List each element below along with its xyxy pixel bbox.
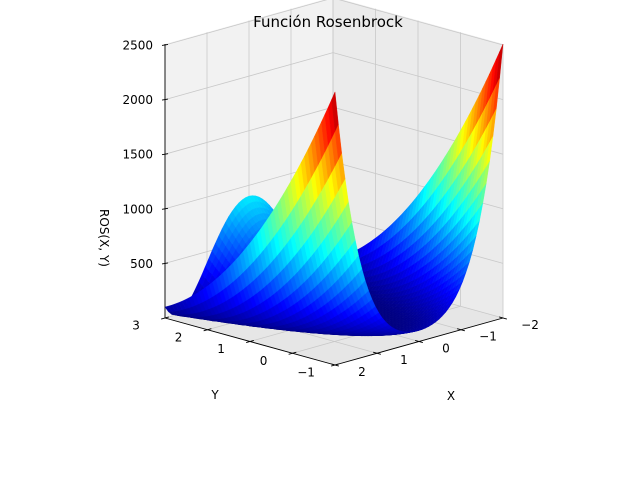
- rosenbrock-surface: [164, 43, 504, 337]
- x-tick-label: 2: [358, 365, 366, 379]
- y-tick: [331, 363, 339, 367]
- y-tick-label: −1: [297, 366, 315, 380]
- y-tick-label: 2: [175, 330, 183, 344]
- z-axis-label: ROS(X, Y): [97, 209, 111, 267]
- x-tick: [457, 328, 465, 332]
- z-tick: [161, 262, 169, 265]
- z-tick-label: 1500: [122, 148, 153, 162]
- z-tick: [161, 207, 169, 210]
- y-tick-label: 3: [132, 319, 140, 333]
- y-tick-label: 0: [260, 354, 268, 368]
- z-tick: [161, 153, 169, 156]
- y-tick-label: 1: [217, 342, 225, 356]
- y-tick: [203, 328, 212, 332]
- grid-line: [164, 106, 334, 155]
- z-tick-label: 1000: [122, 202, 153, 216]
- chart-title: Función Rosenbrock: [253, 13, 403, 31]
- x-axis-label: X: [447, 389, 455, 403]
- y-tick: [161, 316, 169, 320]
- z-tick-label: 2500: [122, 39, 153, 53]
- x-tick-label: −1: [479, 330, 497, 344]
- y-axis-label: Y: [210, 388, 219, 402]
- grid-line: [164, 52, 334, 100]
- grid-line: [332, 52, 504, 100]
- y-tick: [246, 339, 254, 344]
- x-tick-label: −2: [521, 318, 539, 332]
- x-tick: [415, 340, 423, 343]
- x-tick-label: 1: [400, 353, 408, 367]
- z-tick: [161, 44, 169, 46]
- surface-facet: [331, 91, 339, 133]
- y-tick: [288, 351, 297, 355]
- z-tick-label: 2000: [122, 93, 153, 107]
- z-tick-label: 500: [130, 257, 153, 271]
- x-tick: [499, 316, 507, 320]
- z-tick: [161, 98, 169, 101]
- x-tick: [373, 351, 381, 355]
- grid-line: [164, 0, 328, 46]
- axis-ticks: −2 −1 0 1 2 −1 0 1 2 3 500 1000 1500 2000 2500: [122, 39, 538, 380]
- grid-line: [338, 0, 504, 46]
- x-tick-label: 0: [442, 342, 450, 356]
